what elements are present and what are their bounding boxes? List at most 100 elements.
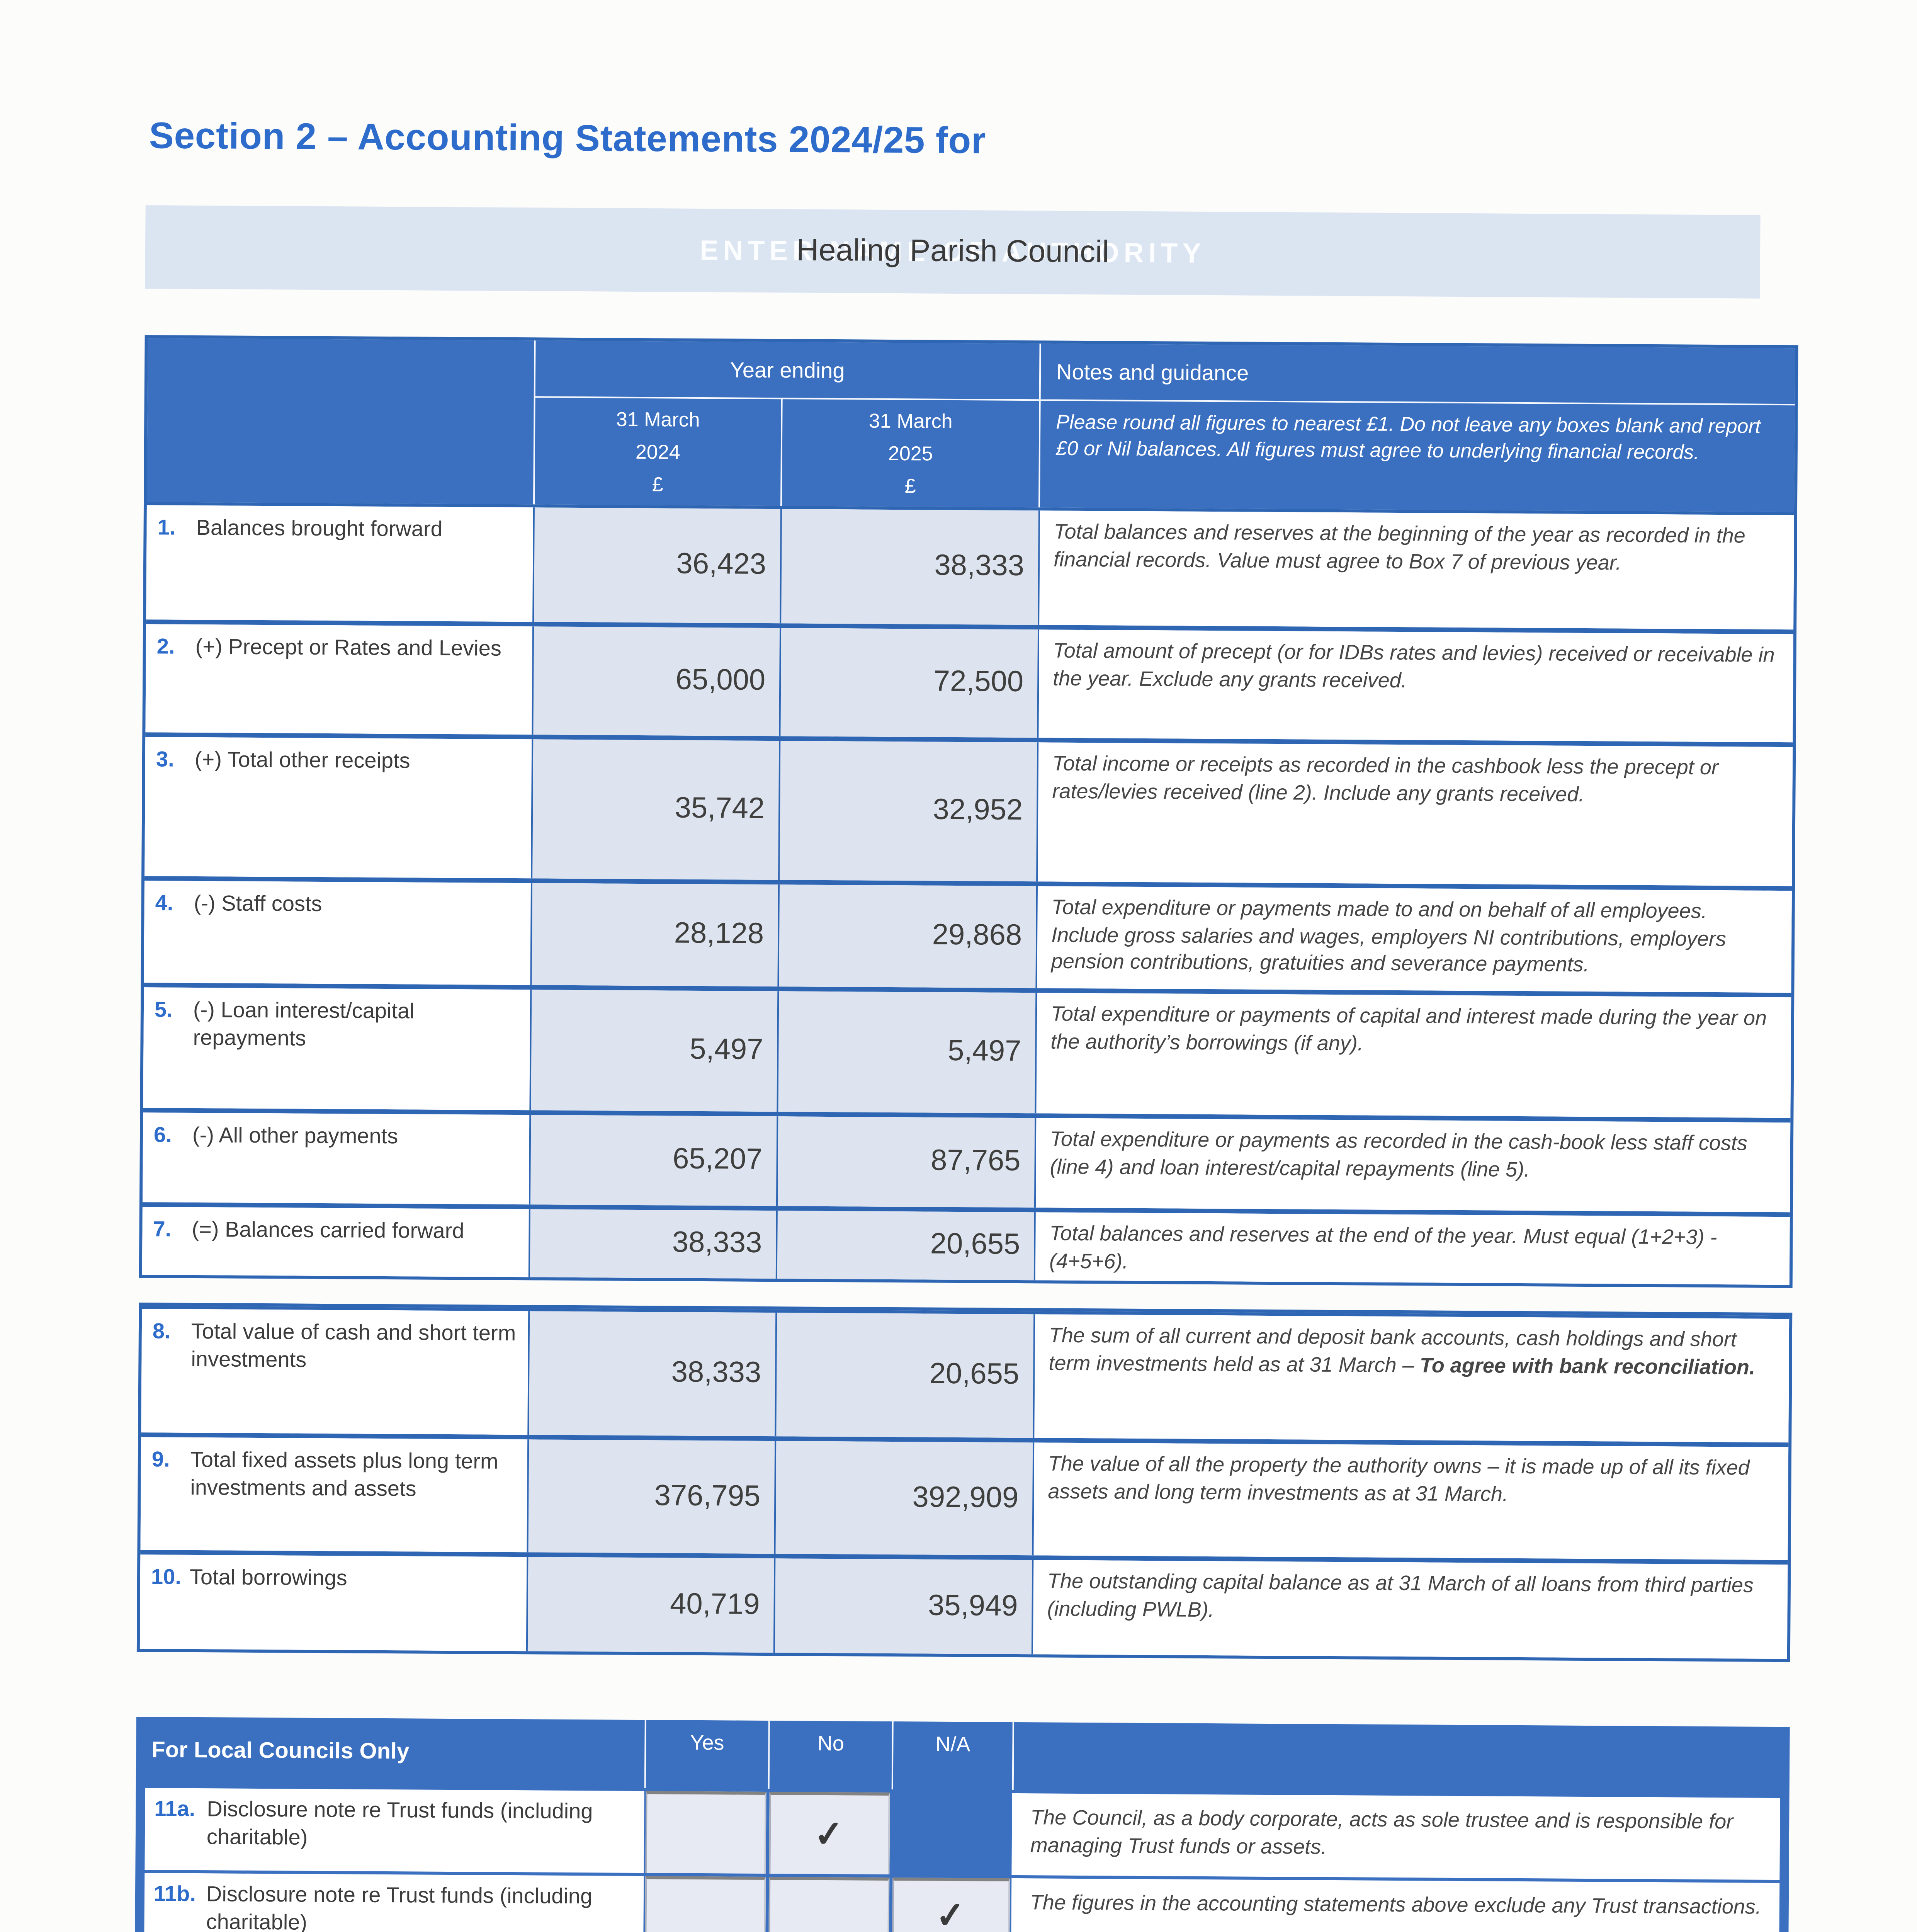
col-header-no: No — [768, 1721, 892, 1790]
row-note: The outstanding capital balance as at 31… — [1031, 1560, 1788, 1659]
na-cell: ✓ — [891, 1878, 1011, 1932]
trust-funds-row: 11a. Disclosure note re Trust funds (inc… — [135, 1788, 1789, 1880]
row-number: 10. — [151, 1564, 182, 1589]
row-number: 8. — [152, 1318, 171, 1343]
trust-funds-row: 11b. Disclosure note re Trust funds (inc… — [135, 1873, 1789, 1932]
header-year-ending: Year ending — [534, 340, 1040, 400]
row-number: 6. — [153, 1122, 172, 1147]
value-2025-field[interactable]: 35,949 — [773, 1558, 1032, 1655]
header-col-2025: 31 March 2025 £ — [780, 398, 1039, 508]
value-2025-field[interactable]: 5,497 — [777, 991, 1036, 1114]
row-note: Total amount of precept (or for IDBs rat… — [1037, 629, 1794, 743]
accounting-statements-table: Year ending Notes and guidance 31 March … — [136, 335, 1798, 1662]
checkbox-no[interactable] — [768, 1877, 890, 1932]
row-label-text: (+) Precept or Rates and Levies — [195, 633, 502, 660]
row-note: Total balances and reserves at the end o… — [1033, 1212, 1790, 1285]
yes-cell — [643, 1876, 767, 1932]
header-filler — [1012, 1722, 1790, 1795]
row-label: 11a. Disclosure note re Trust funds (inc… — [144, 1788, 644, 1873]
row-label: 2. (+) Precept or Rates and Levies — [145, 624, 533, 735]
value-2024-field[interactable]: 36,423 — [532, 507, 780, 624]
row-note: Total expenditure or payments of capital… — [1035, 993, 1791, 1118]
value-2024-field[interactable]: 376,795 — [527, 1439, 775, 1554]
checkbox-yes[interactable] — [645, 1791, 766, 1874]
value-2024-field[interactable]: 65,207 — [529, 1115, 777, 1206]
row-label: 8. Total value of cash and short term in… — [141, 1309, 529, 1435]
local-councils-section: For Local Councils Only Yes No N/A 11a. … — [135, 1717, 1790, 1932]
authority-name-field[interactable]: ENTER NAME OF AUTHORITY Healing Parish C… — [145, 205, 1761, 299]
value-2024-field[interactable]: 38,333 — [528, 1209, 776, 1279]
row-number: 11b. — [153, 1881, 196, 1906]
value-2025-field[interactable]: 20,655 — [775, 1211, 1034, 1281]
row-label-text: Total value of cash and short term inves… — [191, 1318, 516, 1371]
value-2025-field[interactable]: 38,333 — [780, 509, 1038, 625]
no-cell: ✓ — [767, 1792, 891, 1874]
value-2025-field[interactable]: 87,765 — [776, 1116, 1035, 1208]
row-label: 1. Balances brought forward — [146, 505, 533, 622]
checkbox-yes[interactable] — [645, 1876, 766, 1932]
row-note: Total expenditure or payments as recorde… — [1034, 1118, 1791, 1213]
value-2024-field[interactable]: 28,128 — [530, 883, 778, 987]
no-cell — [767, 1877, 891, 1932]
table-row: 6. (-) All other payments 65,207 87,765 … — [142, 1108, 1791, 1213]
yes-cell — [644, 1791, 768, 1874]
page-title: Section 2 – Accounting Statements 2024/2… — [149, 116, 986, 163]
table-row: 5. (-) Loan interest/capital repayments … — [143, 983, 1791, 1118]
value-2024-field[interactable]: 5,497 — [529, 990, 778, 1112]
checkbox-na[interactable]: ✓ — [892, 1878, 1010, 1932]
row-label: 5. (-) Loan interest/capital repayments — [143, 987, 530, 1111]
checkmark-icon: ✓ — [935, 1894, 967, 1932]
row-label-text: Disclosure note re Trust funds (includin… — [206, 1881, 593, 1932]
row-label: 10. Total borrowings — [139, 1554, 527, 1651]
col-header-na: N/A — [891, 1721, 1013, 1790]
table-header: Year ending Notes and guidance 31 March … — [147, 338, 1795, 512]
value-2025-field[interactable]: 32,952 — [778, 741, 1037, 882]
authority-name-value: Healing Parish Council — [796, 233, 1109, 269]
value-2025-field[interactable]: 29,868 — [777, 884, 1036, 988]
row-label-text: (-) All other payments — [192, 1122, 398, 1148]
row-note: The Council, as a body corporate, acts a… — [1011, 1793, 1780, 1880]
value-2025-field[interactable]: 392,909 — [774, 1441, 1033, 1556]
value-2024-field[interactable]: 35,742 — [531, 739, 779, 880]
na-cell — [891, 1793, 1012, 1875]
table-row: 1. Balances brought forward 36,423 38,33… — [146, 502, 1794, 630]
value-2025-field[interactable]: 72,500 — [779, 628, 1038, 738]
header-blank-cell-2 — [147, 394, 534, 504]
value-2024-field[interactable]: 65,000 — [532, 626, 780, 736]
row-number: 5. — [154, 997, 173, 1022]
table-row: 8. Total value of cash and short term in… — [141, 1306, 1790, 1443]
row-label-text: (-) Staff costs — [194, 890, 322, 916]
row-label-text: Total fixed assets plus long term invest… — [190, 1447, 498, 1500]
header-col-2024: 31 March 2024 £ — [533, 396, 781, 506]
row-number: 1. — [157, 514, 176, 539]
header-guidance-note: Please round all figures to nearest £1. … — [1038, 399, 1795, 512]
table-rows-8-10: 8. Total value of cash and short term in… — [136, 1303, 1793, 1662]
value-2024-field[interactable]: 40,719 — [526, 1557, 774, 1653]
row-label-text: Balances brought forward — [196, 514, 443, 541]
value-2024-field[interactable]: 38,333 — [527, 1311, 776, 1437]
row-note: Total balances and reserves at the begin… — [1038, 510, 1794, 630]
table-row: 9. Total fixed assets plus long term inv… — [140, 1432, 1789, 1560]
row-number: 11a. — [154, 1796, 195, 1821]
row-label: 7. (=) Balances carried forward — [142, 1207, 529, 1277]
table-row: 4. (-) Staff costs 28,128 29,868 Total e… — [144, 876, 1792, 993]
table-row: 3. (+) Total other receipts 35,742 32,95… — [144, 732, 1793, 886]
row-label-text: (=) Balances carried forward — [192, 1216, 464, 1243]
row-number: 4. — [155, 890, 173, 915]
row-number: 9. — [151, 1446, 170, 1471]
row-label-text: Total borrowings — [189, 1564, 347, 1590]
value-2025-field[interactable]: 20,655 — [775, 1313, 1034, 1438]
row-label: 3. (+) Total other receipts — [144, 737, 532, 879]
checkmark-icon: ✓ — [813, 1813, 846, 1855]
row-label: 11b. Disclosure note re Trust funds (inc… — [144, 1873, 644, 1932]
row-note: The figures in the accounting statements… — [1011, 1878, 1780, 1932]
checkbox-no[interactable]: ✓ — [769, 1792, 890, 1874]
table-row: 10. Total borrowings 40,719 35,949 The o… — [139, 1550, 1788, 1659]
row-note: Total expenditure or payments made to an… — [1035, 886, 1792, 993]
row-label: 4. (-) Staff costs — [144, 881, 531, 985]
row-number: 3. — [156, 746, 174, 771]
row-note: Total income or receipts as recorded in … — [1036, 742, 1793, 886]
row-number: 2. — [156, 633, 175, 658]
row-note: The sum of all current and deposit bank … — [1033, 1314, 1790, 1443]
